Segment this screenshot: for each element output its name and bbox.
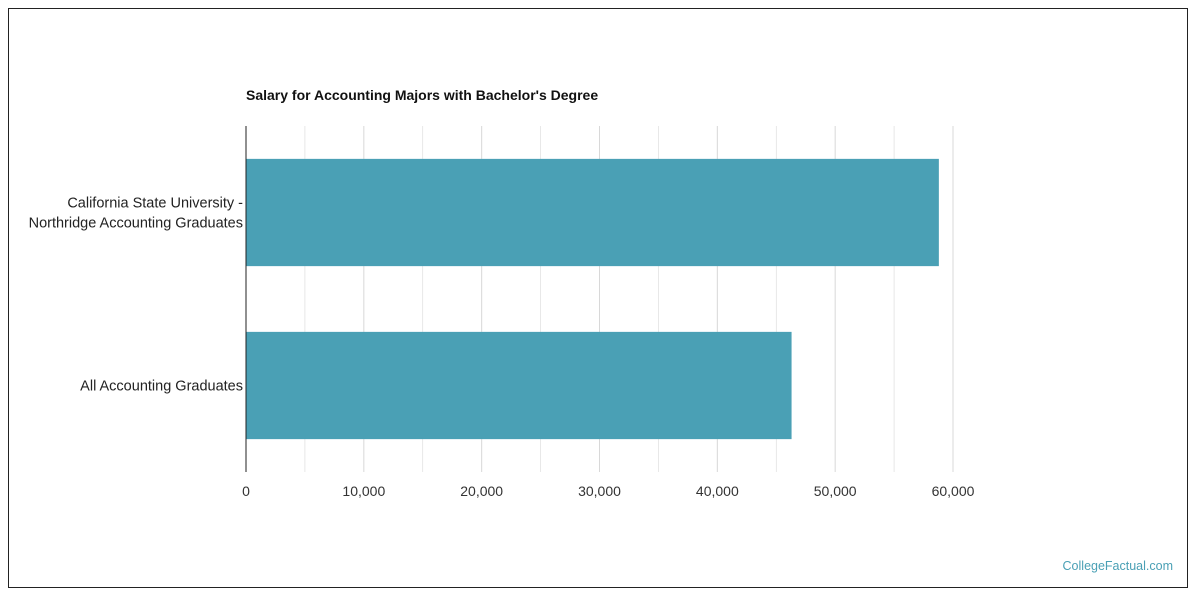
labels: California State University - Northridge … — [29, 196, 975, 500]
x-tick-label: 10,000 — [342, 483, 385, 499]
x-tick-label: 30,000 — [578, 483, 621, 499]
bar-2[interactable] — [246, 331, 792, 440]
category-label-line: All Accounting Graduates — [80, 379, 243, 395]
category-label-1: California State University - Northridge … — [29, 196, 244, 232]
source-credit-link[interactable]: CollegeFactual.com — [1062, 559, 1173, 573]
category-label-line: Northridge Accounting Graduates — [29, 216, 243, 232]
bar-1[interactable] — [246, 158, 939, 267]
x-tick-label: 0 — [242, 483, 250, 499]
x-tick-label: 40,000 — [696, 483, 739, 499]
category-label-line: California State University - — [67, 196, 243, 212]
chart-frame: California State University - Northridge … — [8, 8, 1188, 588]
x-tick-label: 60,000 — [932, 483, 975, 499]
x-tick-label: 20,000 — [460, 483, 503, 499]
bars — [246, 158, 939, 440]
chart-title: Salary for Accounting Majors with Bachel… — [246, 87, 598, 103]
x-tick-label: 50,000 — [814, 483, 857, 499]
salary-bar-chart: California State University - Northridge … — [29, 87, 975, 500]
category-label-2: All Accounting Graduates — [80, 379, 243, 395]
